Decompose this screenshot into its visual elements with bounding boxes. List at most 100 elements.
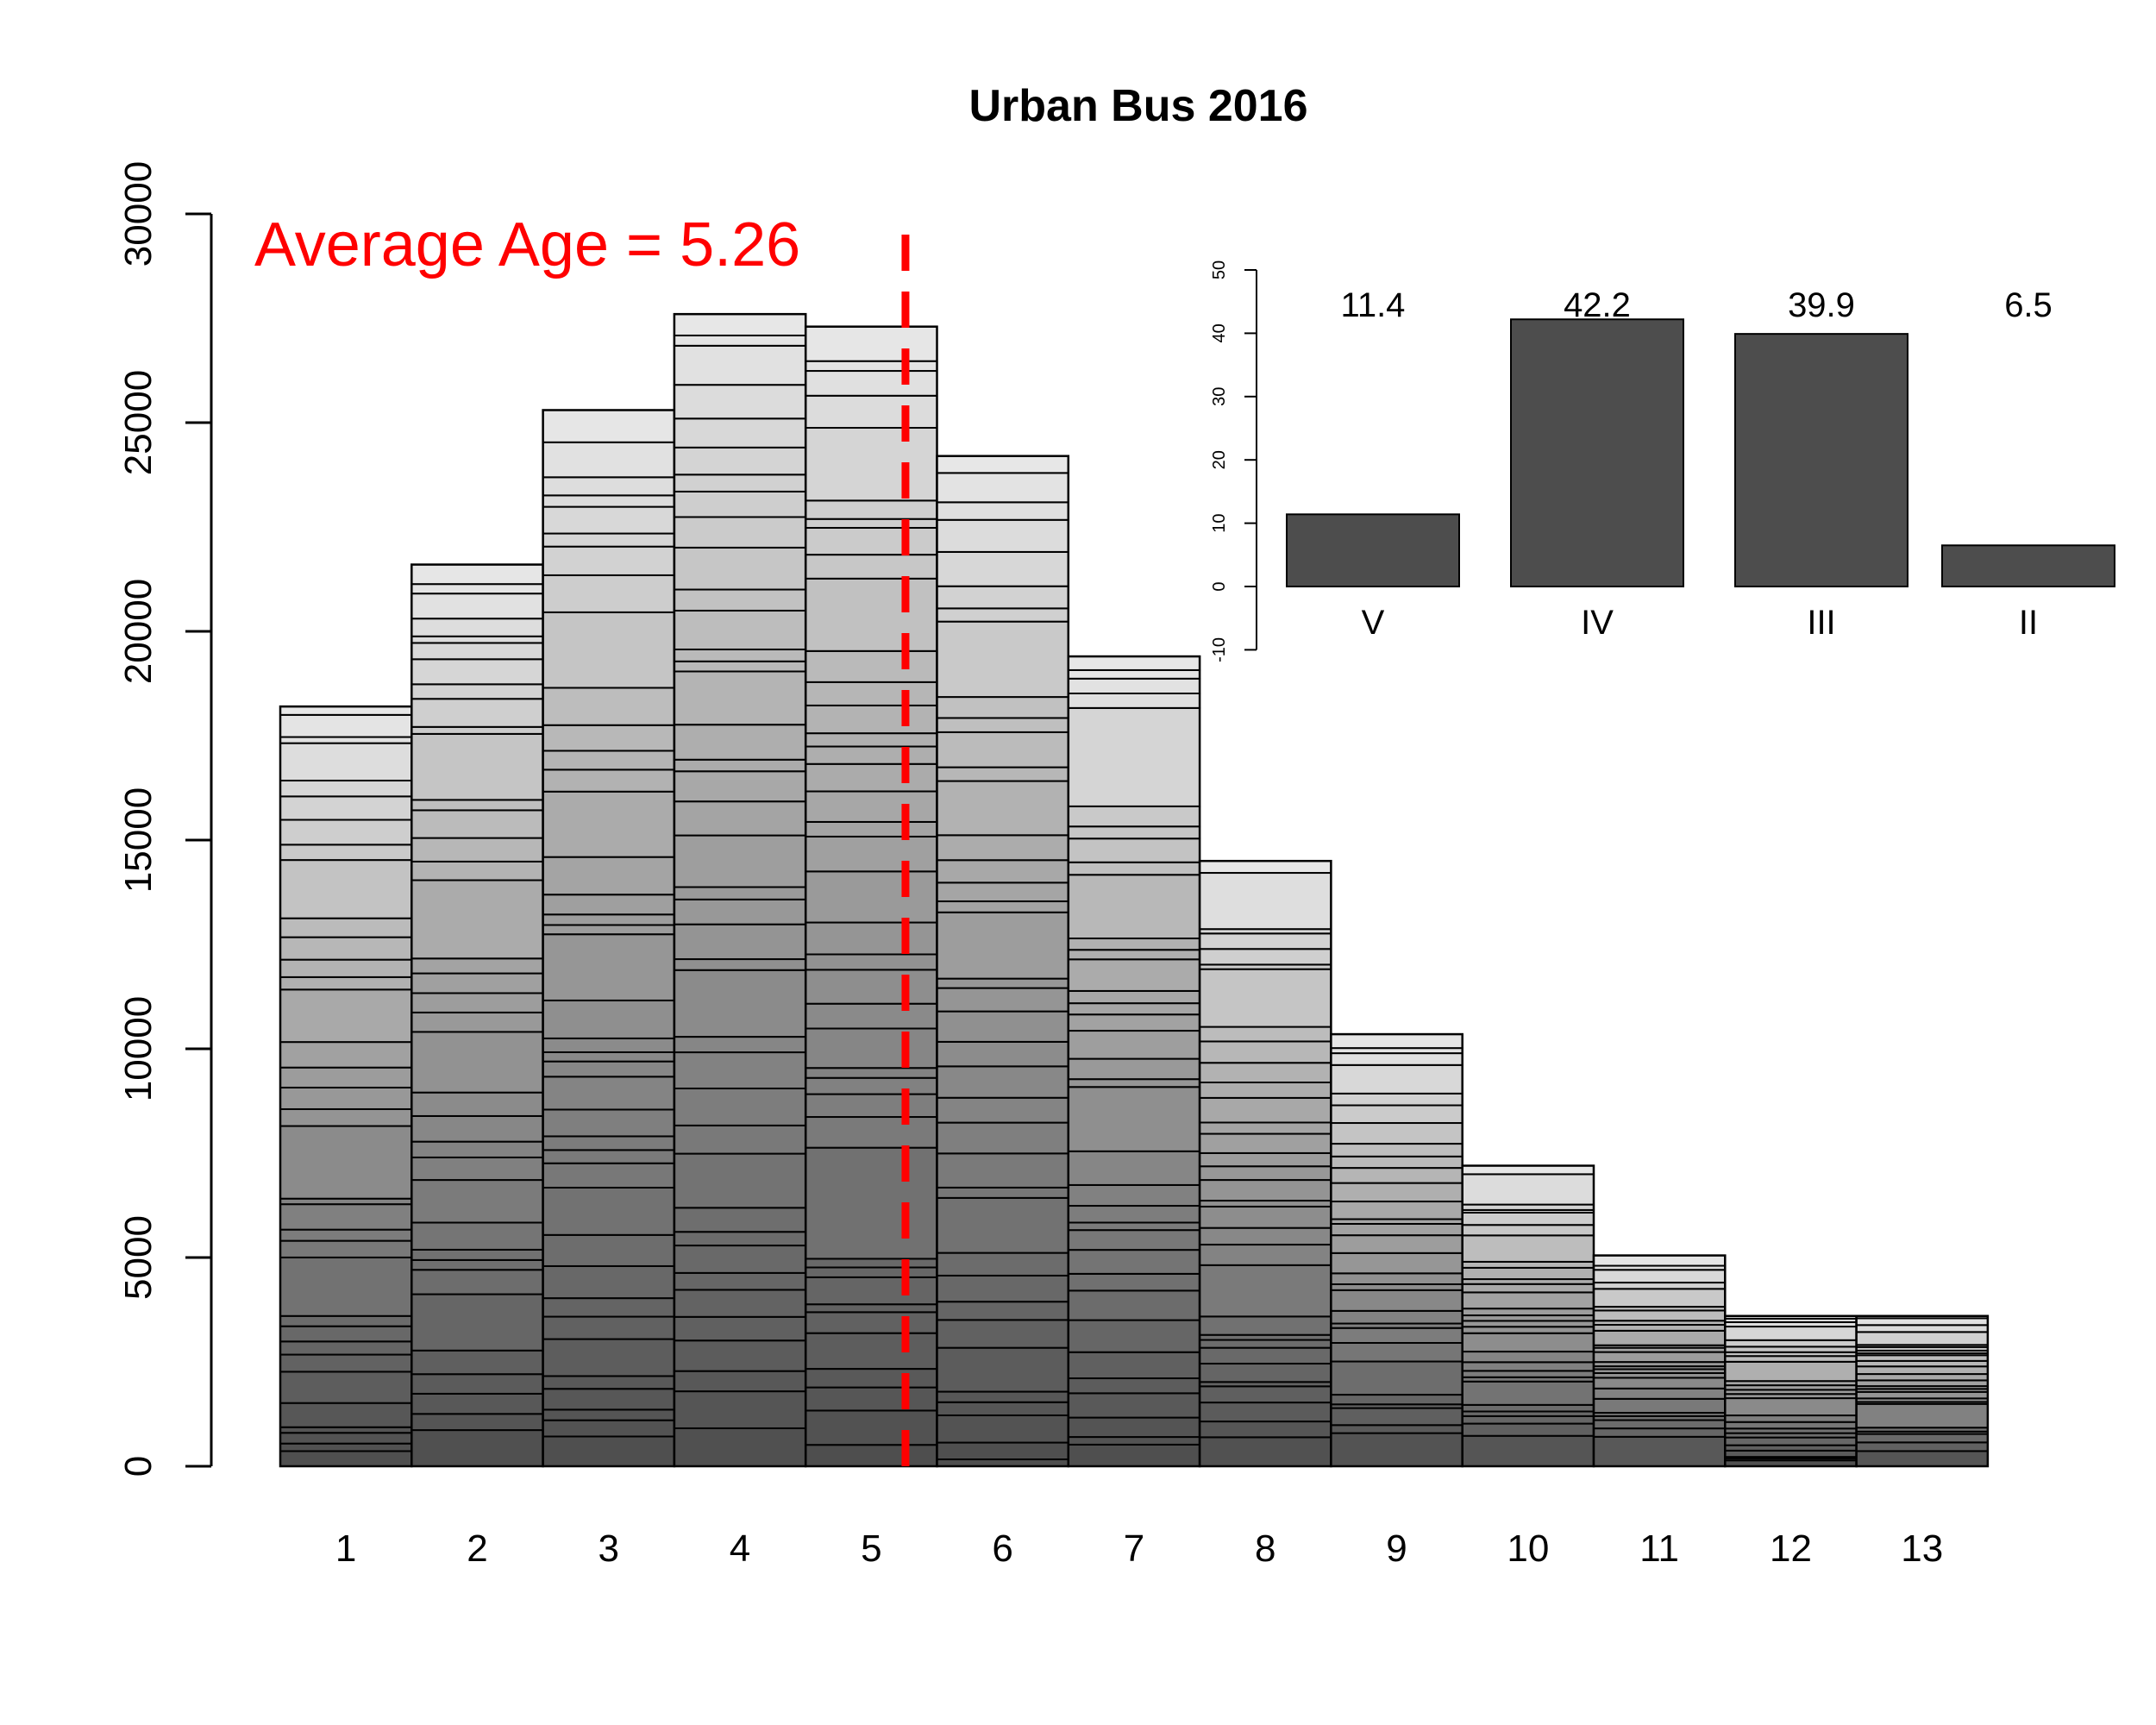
bar-segment: [1199, 1062, 1332, 1083]
bar-segment: [279, 1239, 413, 1258]
bar-segment: [542, 750, 675, 771]
bar-segment: [279, 1353, 413, 1373]
bar-segment: [1067, 1078, 1201, 1088]
bar-segment: [1461, 1351, 1595, 1364]
bar-segment: [542, 724, 675, 752]
bar-segment: [1199, 1165, 1332, 1182]
bar-segment: [542, 441, 675, 479]
bar-segment: [1330, 1063, 1463, 1095]
bar-segment: [1067, 692, 1201, 709]
bar-segment: [1067, 1086, 1201, 1152]
bar-segment: [279, 1107, 413, 1127]
bar-segment: [805, 969, 938, 1005]
bar-segment: [279, 706, 413, 716]
bar-segment: [805, 1002, 938, 1030]
bar-segment: [936, 518, 1069, 553]
bar-segment: [673, 546, 807, 591]
bar-segment: [1855, 1441, 1989, 1452]
bar-segment: [1855, 1317, 1989, 1327]
bar-segment: [1199, 1205, 1332, 1229]
y-tick-label: 20000: [117, 579, 160, 684]
bar-segment: [673, 516, 807, 549]
bar-segment: [542, 1338, 675, 1377]
bar-segment: [411, 1429, 544, 1467]
bar-segment: [936, 455, 1069, 474]
bar-segment: [936, 607, 1069, 623]
bar-segment: [1199, 1244, 1332, 1266]
inset-data-label: 11.4: [1341, 286, 1406, 324]
bar: [1855, 1314, 1990, 1468]
bar-segment: [936, 1274, 1069, 1303]
inset-category-label: II: [2019, 604, 2038, 642]
bar-segment: [1461, 1234, 1595, 1263]
bar-segment: [805, 745, 938, 765]
bar-segment: [279, 1340, 413, 1356]
inset-data-label: 42.2: [1564, 286, 1631, 324]
bar-segment: [279, 1125, 413, 1200]
bar-segment: [1724, 1436, 1858, 1446]
bar-segment: [1199, 1346, 1332, 1365]
x-tick-label: 6: [992, 1527, 1012, 1570]
bar-segment: [673, 609, 807, 650]
bar-segment: [542, 1297, 675, 1318]
bar-segment: [805, 394, 938, 430]
bar-segment: [1067, 1030, 1201, 1060]
bar-segment: [411, 618, 544, 637]
bar-segment: [1067, 1057, 1201, 1081]
bar-segment: [411, 1221, 544, 1251]
bar-segment: [1330, 1052, 1463, 1066]
bar-segment: [279, 742, 413, 782]
bar-segment: [936, 987, 1069, 1013]
bar-segment: [805, 820, 938, 837]
bar-segment: [673, 474, 807, 492]
bar-segment: [411, 683, 544, 700]
bar-segment: [542, 790, 675, 858]
inset-bar: [1941, 544, 2115, 587]
bar-segment: [805, 325, 938, 362]
bar-segment: [411, 658, 544, 686]
bar-segment: [279, 1432, 413, 1445]
bar-segment: [279, 1203, 413, 1231]
bar-segment: [411, 698, 544, 728]
bar-segment: [1855, 1450, 1989, 1467]
bar-segment: [936, 766, 1069, 782]
bar-segment: [1461, 1224, 1595, 1237]
bar-segment: [1461, 1361, 1595, 1372]
bar-segment: [411, 837, 544, 862]
bar-segment: [1330, 1327, 1463, 1344]
bar-segment: [279, 780, 413, 798]
chart-title: Urban Bus 2016: [968, 81, 1307, 131]
bar-segment: [805, 762, 938, 793]
bar-segment: [279, 736, 413, 744]
bar-segment: [542, 1149, 675, 1164]
bar-segment: [673, 800, 807, 837]
inset-category-label: V: [1362, 604, 1385, 642]
bar-segment: [411, 1373, 544, 1395]
bar-segment: [805, 1146, 938, 1260]
bar-segment: [673, 660, 807, 673]
bar-segment: [1461, 1326, 1595, 1334]
bar-segment: [1593, 1282, 1727, 1290]
bar-segment: [1461, 1211, 1595, 1226]
bar-segment: [673, 1245, 807, 1274]
bar-segment: [673, 898, 807, 925]
bar-segment: [1330, 1201, 1463, 1220]
bar-segment: [279, 1450, 413, 1467]
bar-segment: [936, 1196, 1069, 1254]
average-age-annotation: Average Age = 5.26: [254, 210, 800, 279]
bar-segment: [1593, 1435, 1727, 1468]
bar-segment: [805, 554, 938, 580]
bar-segment: [1593, 1324, 1727, 1332]
bar-segment: [936, 859, 1069, 884]
bar-segment: [805, 1276, 938, 1306]
bar-segment: [542, 924, 675, 936]
bar-segment: [1855, 1324, 1989, 1333]
bar-segment: [805, 1116, 938, 1149]
bar-segment: [542, 1051, 675, 1063]
bar-segment: [673, 1152, 807, 1209]
bar-segment: [1067, 1249, 1201, 1275]
bar-segment: [1593, 1427, 1727, 1438]
bar-segment: [805, 1444, 938, 1467]
bar-segment: [1593, 1377, 1727, 1389]
